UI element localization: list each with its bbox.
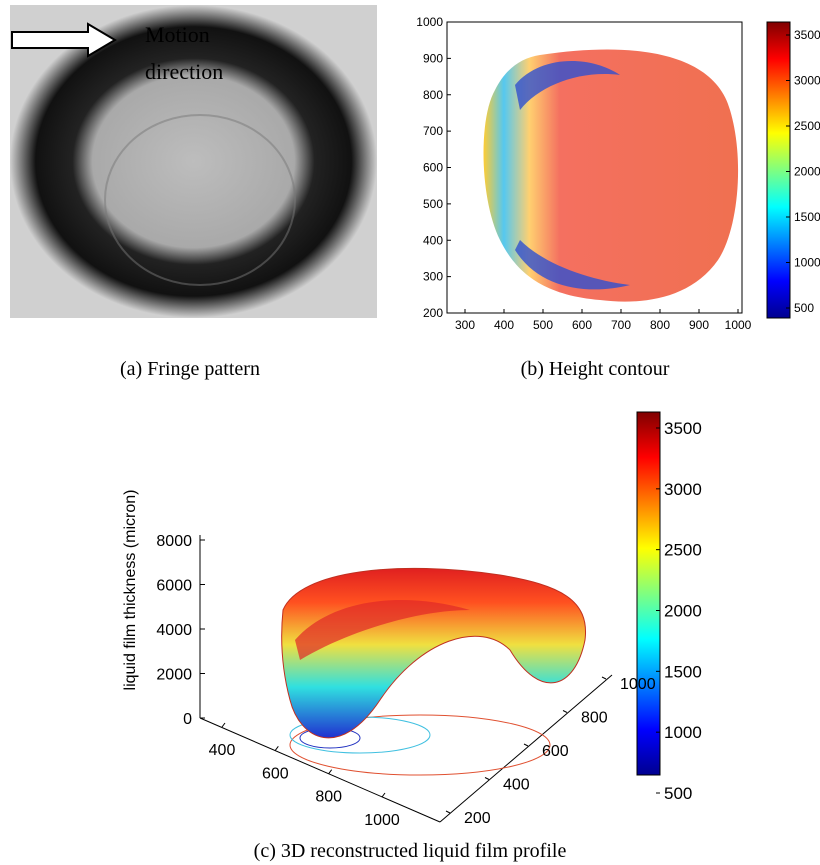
surface (281, 567, 587, 739)
colorbar-tick-label: 1500 (664, 662, 702, 681)
colorbar-tick-label: 3500 (664, 419, 702, 438)
y-tick-label: 600 (423, 161, 443, 175)
height-map (515, 61, 620, 110)
y-tick-label: 700 (423, 124, 443, 138)
colorbar-tick-label: 3000 (664, 480, 702, 499)
colorbar-tick-label: 500 (664, 784, 692, 803)
y-tick (445, 810, 451, 814)
fringe-image (10, 5, 377, 318)
caption: (a) Fringe pattern (120, 358, 260, 380)
y-tick-label: 400 (503, 777, 530, 794)
colorbar-tick-label: 2500 (664, 541, 702, 560)
surface (295, 600, 470, 660)
height-map (515, 240, 630, 290)
y-tick-label: 800 (581, 710, 608, 727)
colorbar-tick-label: 500 (794, 301, 814, 315)
colorbar (636, 411, 661, 776)
y-tick-label: 600 (542, 743, 569, 760)
caption: (b) Height contour (521, 358, 670, 380)
colorbar-tick-label: 2500 (794, 119, 820, 133)
z-tick-label: 2000 (156, 667, 192, 684)
y-tick-label: 300 (423, 270, 443, 284)
x-axis (199, 717, 441, 823)
panel-a: Motion direction (a) Fringe pattern (10, 5, 377, 380)
panel-c: liquid film thickness (micron) (c) 3D re… (122, 411, 702, 862)
x-tick (328, 769, 333, 774)
y-tick-label: 500 (423, 197, 443, 211)
z-tick-label: 4000 (156, 622, 192, 639)
colorbar-tick-label: 2000 (664, 602, 702, 621)
y-tick-label: 1000 (620, 676, 656, 693)
x-tick-label: 300 (455, 318, 475, 332)
y-tick (601, 676, 607, 680)
x-tick-label: 400 (494, 318, 514, 332)
y-tick-label: 900 (423, 51, 443, 65)
y-tick-label: 1000 (416, 15, 443, 29)
x-tick-label: 800 (650, 318, 670, 332)
y-tick-label: 200 (423, 306, 443, 320)
x-tick (274, 746, 279, 751)
y-tick-label: 400 (423, 233, 443, 247)
annotation: Motion (145, 22, 210, 47)
colorbar (766, 21, 791, 319)
z-tick-label: 0 (183, 711, 192, 728)
fringe (104, 114, 296, 286)
annotation: direction (145, 59, 223, 84)
x-tick-label: 800 (315, 789, 342, 806)
colorbar-tick-label: 1500 (794, 210, 820, 224)
y-tick-label: 800 (423, 88, 443, 102)
z-axis-label: liquid film thickness (micron) (122, 490, 139, 691)
z-tick-label: 8000 (156, 533, 192, 550)
caption: (c) 3D reconstructed liquid film profile (254, 840, 567, 862)
height-map (483, 49, 739, 302)
colorbar-tick-label: 3500 (794, 28, 820, 42)
x-tick-label: 1000 (364, 812, 400, 829)
colorbar-tick-label: 3000 (794, 74, 820, 88)
x-tick-label: 400 (209, 742, 236, 759)
colorbar-tick-label: 2000 (794, 165, 820, 179)
x-tick (221, 722, 226, 728)
y-axis (439, 674, 613, 823)
y-tick (484, 777, 490, 780)
panel-b: (b) Height contour 300 400 500 600 700 800 900… (416, 15, 820, 380)
y-tick-label: 200 (464, 810, 491, 827)
colorbar-tick-label: 1000 (664, 723, 702, 742)
x-tick-label: 1000 (725, 318, 752, 332)
x-tick-label: 900 (689, 318, 709, 332)
x-tick-label: 500 (533, 318, 553, 332)
y-tick (562, 710, 568, 713)
x-tick-label: 600 (262, 765, 289, 782)
arrow (11, 22, 117, 58)
x-tick-label: 600 (572, 318, 592, 332)
z-tick-label: 6000 (156, 578, 192, 595)
x-tick (381, 792, 386, 798)
contour (289, 714, 551, 776)
y-tick (523, 743, 529, 747)
colorbar-tick-label: 1000 (794, 256, 820, 270)
x-tick-label: 700 (611, 318, 631, 332)
